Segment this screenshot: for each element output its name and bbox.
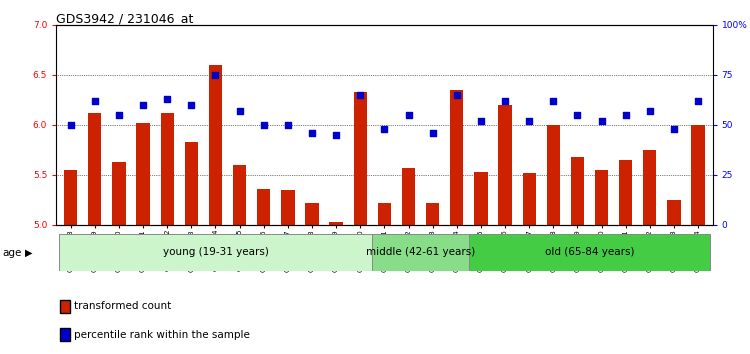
Bar [329,222,343,225]
Bar [692,125,705,225]
Bar [426,203,439,225]
Bar [595,170,608,225]
Bar [523,173,536,225]
Point [572,112,584,118]
Point [258,122,270,128]
Bar [668,200,680,225]
Point [475,118,487,124]
Text: percentile rank within the sample: percentile rank within the sample [74,330,249,339]
Bar [372,234,469,271]
Point [88,98,101,104]
Bar [281,190,295,225]
Bar [378,203,391,225]
Bar [402,168,416,225]
Bar [233,165,246,225]
Point [620,112,632,118]
Point [161,96,173,102]
Bar [209,65,222,225]
Point [113,112,125,118]
Bar [619,160,632,225]
Text: ▶: ▶ [25,248,32,258]
Bar [88,113,101,225]
Point [185,102,197,108]
Bar [257,189,271,225]
Point [354,92,366,98]
Bar [498,105,512,225]
Bar [305,203,319,225]
Bar [469,234,710,271]
Point [692,98,704,104]
Bar [353,92,367,225]
Text: transformed count: transformed count [74,301,171,311]
Point [427,130,439,136]
Point [330,132,342,138]
Point [524,118,536,124]
Point [403,112,415,118]
Point [644,108,656,114]
Point [209,72,221,78]
Text: young (19-31 years): young (19-31 years) [163,247,268,257]
Bar [136,123,150,225]
Bar [644,150,656,225]
Bar [184,142,198,225]
Point [668,126,680,132]
Bar [450,90,464,225]
Point [282,122,294,128]
Point [451,92,463,98]
Bar [547,125,560,225]
Point [233,108,245,114]
Point [137,102,149,108]
Bar [571,157,584,225]
Bar [58,234,372,271]
Bar [160,113,174,225]
Text: old (65-84 years): old (65-84 years) [544,247,634,257]
Bar [474,172,488,225]
Bar [112,162,125,225]
Bar [64,170,77,225]
Text: age: age [2,248,22,258]
Point [378,126,390,132]
Point [596,118,608,124]
Text: middle (42-61 years): middle (42-61 years) [366,247,476,257]
Point [306,130,318,136]
Point [548,98,560,104]
Text: GDS3942 / 231046_at: GDS3942 / 231046_at [56,12,194,25]
Point [64,122,76,128]
Point [499,98,511,104]
